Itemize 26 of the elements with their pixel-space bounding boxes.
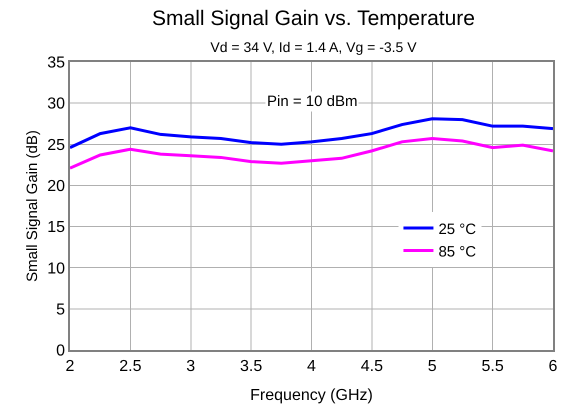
- x-tick-label: 5: [428, 358, 437, 375]
- y-tick-label: 20: [47, 178, 66, 196]
- y-tick-label: 10: [47, 260, 66, 278]
- x-tick-label: 2.5: [119, 358, 142, 375]
- legend-label: 85 °C: [438, 243, 476, 260]
- line-series: [70, 137, 553, 170]
- x-tick-label: 4: [307, 358, 316, 375]
- y-axis-title: Small Signal Gain (dB): [24, 130, 42, 282]
- x-tick-label: 3: [186, 358, 196, 375]
- annotation: Pin = 10 dBm: [267, 93, 358, 110]
- x-tick-label: 3.5: [240, 358, 262, 375]
- chart-title: Small Signal Gain vs. Temperature: [152, 6, 475, 30]
- legend-label: 25 °C: [438, 220, 476, 238]
- y-tick-label: 35: [47, 54, 66, 72]
- x-tick-label: 4.5: [360, 358, 384, 375]
- x-tick-label: 5.5: [482, 358, 504, 375]
- x-tick-label: 2: [66, 358, 75, 375]
- y-tick-label: 15: [47, 219, 66, 236]
- x-axis-title: Frequency (GHz): [250, 387, 373, 404]
- line-series: [70, 117, 553, 150]
- y-tick-label: 25: [47, 136, 66, 154]
- y-tick-label: 0: [56, 342, 66, 360]
- y-tick-label: 5: [56, 301, 66, 318]
- chart-subtitle: Vd = 34 V, Id = 1.4 A, Vg = -3.5 V: [210, 39, 418, 56]
- y-tick-label: 30: [47, 96, 66, 113]
- x-tick-label: 6: [548, 358, 558, 375]
